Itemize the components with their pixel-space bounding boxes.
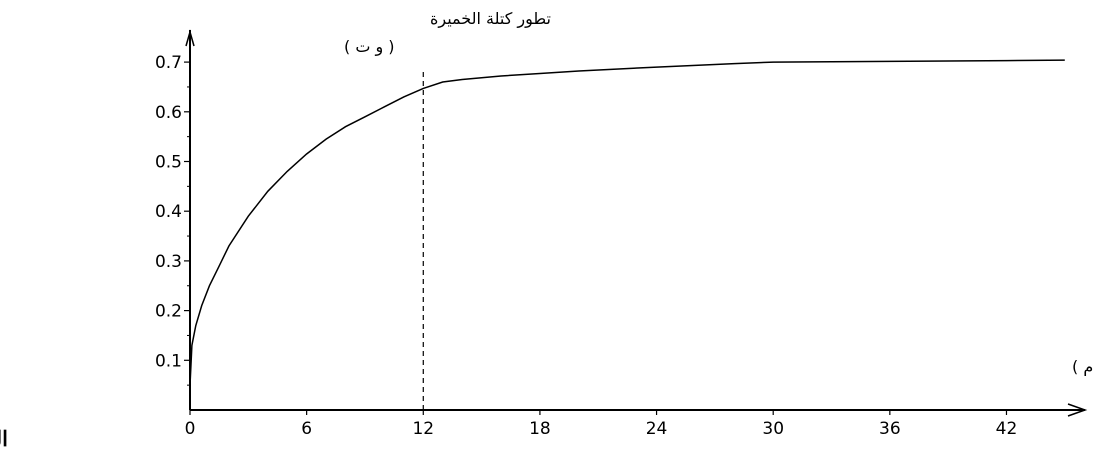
y-tick-label: 0.5 <box>155 153 182 173</box>
x-tick-label: 6 <box>301 419 312 439</box>
x-axis-title: الزمن ( ايام ) <box>1072 357 1093 377</box>
y-tick-label: 0.6 <box>155 103 182 123</box>
x-tick-label: 0 <box>185 419 196 439</box>
x-tick-label: 42 <box>996 419 1018 439</box>
y-tick-label: 0.3 <box>155 252 182 272</box>
y-axis-arrow <box>185 29 195 47</box>
x-tick-label: 24 <box>646 419 668 439</box>
x-tick-label: 12 <box>412 419 434 439</box>
y-tick-label: 0.7 <box>155 53 182 73</box>
document-label: الوثيقة – 2 <box>0 427 8 452</box>
tick-labels: 0.1 0.2 0.3 0.4 0.5 0.6 0.7 0 6 12 18 24 30 36 42 <box>155 53 1017 439</box>
ticks <box>184 61 1008 415</box>
series-line <box>189 59 1065 386</box>
y-axis-title: تطور كتلة الخميرة <box>430 9 551 29</box>
y-tick-label: 0.4 <box>155 202 182 222</box>
x-tick-label: 36 <box>879 419 901 439</box>
x-tick-label: 30 <box>762 419 784 439</box>
x-tick-label: 18 <box>529 419 551 439</box>
x-axis-arrow <box>1067 403 1088 417</box>
y-tick-label: 0.1 <box>155 351 182 371</box>
axes <box>185 29 1088 417</box>
y-axis-unit: ( و ت ) <box>344 37 395 57</box>
y-tick-label: 0.2 <box>155 302 182 322</box>
